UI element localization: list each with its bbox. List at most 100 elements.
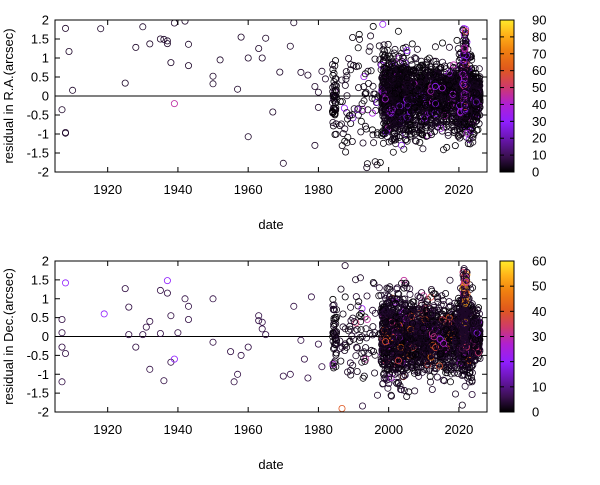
data-point [358,118,364,124]
data-point [315,89,321,95]
data-point [305,375,311,381]
data-point [238,34,244,40]
data-point [356,312,362,318]
data-point [164,278,170,284]
data-point [147,41,153,47]
colorbar-tick-label: 80 [532,29,546,44]
data-point [231,379,237,385]
x-tick-label: 1940 [163,182,192,197]
data-point [185,303,191,309]
data-point [361,373,367,379]
y-tick-label: -0.5 [27,108,49,123]
data-point [168,60,174,66]
data-point [263,35,269,41]
data-point [395,28,401,34]
data-point [434,374,440,380]
data-point [355,45,361,51]
data-point [308,294,314,300]
data-point [462,383,468,389]
data-point [452,391,458,397]
data-point [459,402,465,408]
data-point [322,76,328,82]
data-point [414,46,420,52]
data-point [164,290,170,296]
y-tick-label: 2 [42,13,49,28]
data-point [319,68,325,74]
data-point [319,364,325,370]
data-point [259,326,265,332]
y-tick-label: 0 [42,89,49,104]
data-point [245,134,251,140]
data-point [409,41,415,47]
data-point [62,350,68,356]
colorbar-tick-label: 30 [532,114,546,129]
data-point [315,104,321,110]
data-point [342,82,348,88]
data-point [363,335,369,341]
data-point [185,41,191,47]
colorbar [500,20,514,172]
data-point [298,69,304,75]
data-point [370,324,376,330]
data-point [338,358,344,364]
data-point [446,44,452,50]
data-point [298,337,304,343]
data-point [348,304,354,310]
data-point [171,20,177,26]
data-point [359,403,365,409]
data-point [315,341,321,347]
data-point [366,48,372,54]
y-tick-label: 1 [42,51,49,66]
data-point [374,392,380,398]
data-point [380,21,386,27]
data-point [185,316,191,322]
data-point [228,349,234,355]
data-point [175,330,181,336]
x-tick-label: 1980 [304,182,333,197]
colorbar-tick-label: 40 [532,97,546,112]
y-tick-label: -1 [37,127,49,142]
data-point [98,26,104,32]
data-point [429,386,435,392]
data-point [354,368,360,374]
data-point [380,140,386,146]
colorbar-tick-label: 70 [532,46,546,61]
data-point [59,107,65,113]
data-point [301,356,307,362]
data-point [245,344,251,350]
data-point [62,280,68,286]
data-point [235,371,241,377]
data-point [342,263,348,269]
data-point [259,319,265,325]
data-point [291,303,297,309]
data-point [182,296,188,302]
data-point [370,83,376,89]
data-point [147,366,153,372]
data-point [126,304,132,310]
data-point [420,146,426,152]
data-point [133,44,139,50]
data-point [280,160,286,166]
data-point [157,287,163,293]
data-point [367,44,373,50]
data-point [210,339,216,345]
data-point [59,344,65,350]
y-tick-label: 0.5 [31,70,49,85]
data-point [143,324,149,330]
data-point [70,87,76,93]
points-layer [59,263,483,412]
data-point [210,81,216,87]
data-point [338,286,344,292]
data-point [235,86,241,92]
data-point [353,353,359,359]
colorbar-tick-label: 50 [532,80,546,95]
data-point [157,330,163,336]
data-point [122,286,128,292]
x-tick-label: 2020 [444,182,473,197]
x-axis-label: date [258,217,283,232]
data-point [390,149,396,155]
data-point [392,46,398,52]
data-point [356,299,362,305]
y-tick-label: 1.5 [31,32,49,47]
